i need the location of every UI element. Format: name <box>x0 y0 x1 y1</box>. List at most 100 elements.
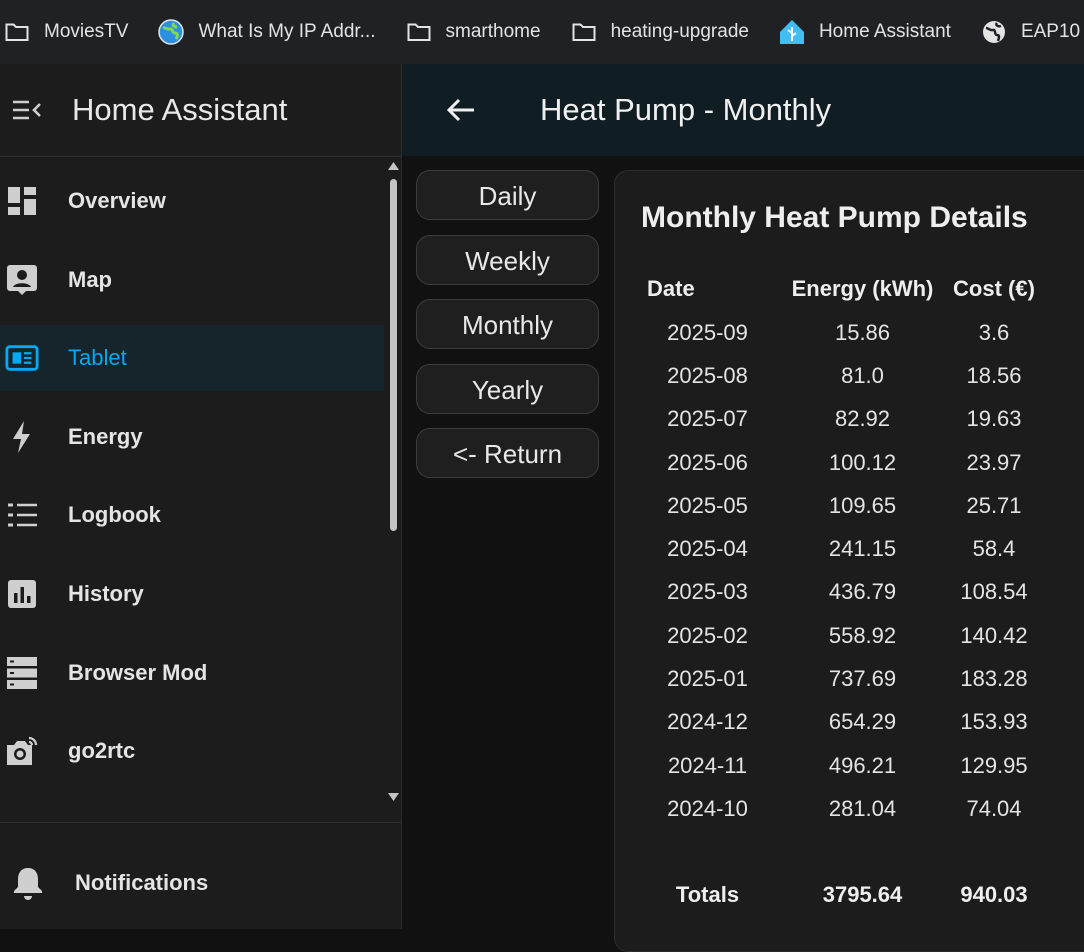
back-arrow-icon[interactable] <box>444 93 478 127</box>
sidebar-item-label: Browser Mod <box>68 659 208 685</box>
bookmark-label: heating-upgrade <box>610 21 749 42</box>
bookmark-label: MoviesTV <box>44 21 129 42</box>
yearly-button[interactable]: Yearly <box>416 363 599 414</box>
bell-icon <box>12 866 46 900</box>
totals-energy: 3795.64 <box>822 882 903 908</box>
sidebar-item-label: Map <box>68 266 112 292</box>
cell-date: 2025-06 <box>667 449 748 475</box>
cell-cost: 25.71 <box>966 492 1022 518</box>
cell-cost: 18.56 <box>966 362 1022 388</box>
home-assistant-icon <box>779 19 805 45</box>
table-row: 2025-08 81.0 18.56 <box>635 354 1043 397</box>
cell-date: 2025-03 <box>667 579 748 605</box>
menu-collapse-icon[interactable] <box>10 93 44 127</box>
column-header-energy: Energy (kWh) <box>791 276 934 301</box>
table-row: 2025-07 82.92 19.63 <box>635 398 1043 441</box>
sidebar-item-browser-mod[interactable]: Browser Mod <box>0 640 401 706</box>
main-content: Daily Weekly Monthly Yearly <- Return Mo… <box>402 156 1084 952</box>
sidebar-item-energy[interactable]: Energy <box>0 404 401 470</box>
cell-cost: 108.54 <box>960 579 1028 605</box>
app-toolbar: Heat Pump - Monthly <box>402 64 1084 156</box>
details-card: Monthly Heat Pump Details Date Energy (k… <box>614 170 1084 952</box>
cell-date: 2025-05 <box>667 492 748 518</box>
cell-cost: 129.95 <box>960 752 1028 778</box>
table-row: 2024-11 496.21 129.95 <box>635 744 1043 787</box>
sidebar-item-notifications[interactable]: Notifications <box>0 866 208 900</box>
sidebar-item-history[interactable]: History <box>0 561 401 627</box>
cell-cost: 153.93 <box>960 709 1028 735</box>
table-row: 2025-06 100.12 23.97 <box>635 441 1043 484</box>
page-title: Heat Pump - Monthly <box>540 92 832 127</box>
sidebar-item-tablet[interactable]: Tablet <box>0 325 384 392</box>
bookmark-smarthome[interactable]: smarthome <box>406 19 541 45</box>
sidebar-item-overview[interactable]: Overview <box>0 168 401 234</box>
cell-cost: 183.28 <box>960 666 1028 692</box>
period-button-column: Daily Weekly Monthly Yearly <- Return <box>416 170 599 493</box>
sidebar-item-map[interactable]: Map <box>0 247 401 313</box>
sidebar-item-label: Overview <box>68 188 166 213</box>
scroll-up-arrow-icon[interactable] <box>388 162 399 170</box>
column-header-cost: Cost (€) <box>953 276 1035 301</box>
cell-cost: 58.4 <box>972 536 1016 562</box>
bookmark-moviestv[interactable]: MoviesTV <box>4 19 128 45</box>
cell-energy: 100.12 <box>828 449 897 475</box>
cell-date: 2024-12 <box>667 709 748 735</box>
table-row: 2024-10 281.04 74.04 <box>635 787 1043 830</box>
cell-cost: 3.6 <box>978 319 1010 345</box>
globe-colored-icon <box>158 19 185 45</box>
bookmarks-bar: MoviesTV What Is My IP Addr... smarthome… <box>0 0 1084 64</box>
cell-energy: 82.92 <box>834 406 891 432</box>
bookmark-eap10[interactable]: EAP10 <box>981 19 1080 45</box>
server-icon <box>5 656 39 690</box>
weekly-button[interactable]: Weekly <box>416 234 599 285</box>
return-button[interactable]: <- Return <box>416 428 599 478</box>
cell-cost: 23.97 <box>966 449 1022 475</box>
totals-row: Totals 3795.64 940.03 <box>635 874 1043 917</box>
sidebar-item-logbook[interactable]: Logbook <box>0 482 401 548</box>
daily-button[interactable]: Daily <box>416 170 599 220</box>
folder-icon <box>406 19 432 45</box>
sidebar-header: Home Assistant <box>0 64 401 157</box>
cell-energy: 737.69 <box>828 666 897 692</box>
cell-energy: 654.29 <box>828 709 897 735</box>
notifications-label: Notifications <box>75 870 209 895</box>
table-row: 2025-04 241.15 58.4 <box>635 527 1043 570</box>
sidebar-item-label: go2rtc <box>68 738 136 764</box>
cell-energy: 109.65 <box>828 492 897 518</box>
cell-date: 2025-01 <box>667 666 748 692</box>
cell-cost: 140.42 <box>960 622 1028 648</box>
sidebar-item-label: History <box>68 580 144 606</box>
sidebar-title: Home Assistant <box>72 92 288 127</box>
sidebar-scrollbar[interactable] <box>385 157 401 824</box>
cell-date: 2025-07 <box>667 406 748 432</box>
table-row: 2025-02 558.92 140.42 <box>635 614 1043 657</box>
totals-label: Totals <box>675 882 740 908</box>
bookmark-label: EAP10 <box>1020 21 1081 42</box>
cell-energy: 496.21 <box>828 752 897 778</box>
sidebar-item-label: Logbook <box>68 502 161 528</box>
table-row: 2024-12 654.29 153.93 <box>635 701 1043 744</box>
globe-icon <box>981 19 1007 45</box>
cell-date: 2024-10 <box>667 795 748 821</box>
sidebar-item-go2rtc[interactable]: go2rtc <box>0 718 401 784</box>
sidebar-scroll-thumb[interactable] <box>390 179 397 531</box>
monthly-table: Date Energy (kWh) Cost (€) 2025-09 15.86 3… <box>635 267 1043 917</box>
list-icon <box>5 498 39 532</box>
bookmark-heating-upgrade[interactable]: heating-upgrade <box>571 19 749 45</box>
folder-icon <box>4 19 30 45</box>
cell-energy: 281.04 <box>828 795 897 821</box>
card-title: Monthly Heat Pump Details <box>641 201 1028 234</box>
bookmark-home-assistant[interactable]: Home Assistant <box>779 19 951 45</box>
totals-cost: 940.03 <box>960 882 1028 908</box>
table-row: 2025-03 436.79 108.54 <box>635 571 1043 614</box>
cell-energy: 436.79 <box>828 579 897 605</box>
cell-date: 2025-04 <box>667 536 748 562</box>
bookmark-label: What Is My IP Addr... <box>198 21 376 42</box>
sidebar-item-label: Energy <box>68 423 143 449</box>
bookmark-label: Home Assistant <box>818 21 951 42</box>
cell-cost: 19.63 <box>966 406 1022 432</box>
monthly-button[interactable]: Monthly <box>416 299 599 349</box>
bookmark-whatismyip[interactable]: What Is My IP Addr... <box>158 19 376 45</box>
table-row: 2025-01 737.69 183.28 <box>635 657 1043 700</box>
scroll-down-arrow-icon[interactable] <box>388 793 399 801</box>
